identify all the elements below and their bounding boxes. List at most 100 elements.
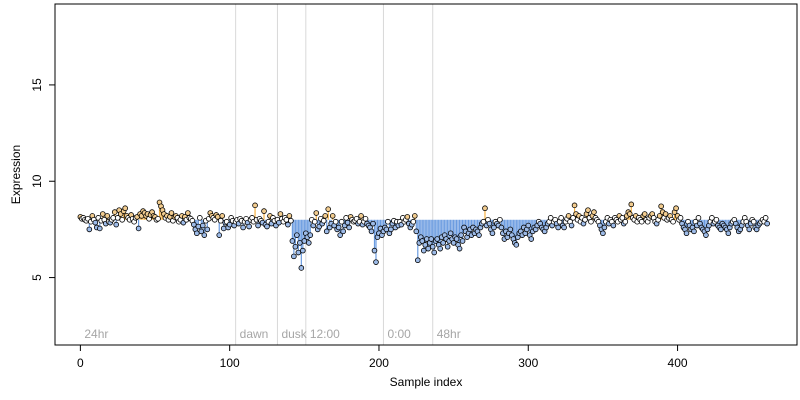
- data-point: [691, 228, 697, 235]
- data-point: [447, 230, 454, 237]
- data-point: [480, 218, 487, 225]
- data-point: [638, 218, 645, 225]
- data-point: [547, 215, 554, 221]
- data-point: [385, 218, 391, 225]
- data-point: [111, 209, 118, 215]
- data-point: [459, 238, 466, 244]
- plot-frame: [54, 3, 798, 346]
- data-point: [610, 222, 617, 229]
- data-point: [286, 213, 293, 219]
- data-point: [626, 211, 633, 217]
- data-point: [525, 222, 532, 229]
- data-point: [641, 211, 648, 217]
- y-tick-label-5: 5: [30, 274, 44, 281]
- data-point: [255, 222, 261, 229]
- data-point: [683, 230, 690, 237]
- data-point: [285, 221, 291, 228]
- data-point: [301, 238, 308, 244]
- data-point: [291, 253, 297, 260]
- x-tick-label-300: 300: [518, 356, 538, 370]
- data-point: [670, 218, 676, 225]
- data-point: [220, 225, 227, 232]
- data-point: [197, 215, 203, 221]
- data-point: [558, 215, 564, 221]
- data-point: [200, 222, 206, 229]
- data-point: [764, 220, 770, 227]
- marker-label-0: 24hr: [84, 327, 108, 341]
- data-point: [122, 205, 128, 212]
- data-point: [252, 202, 258, 209]
- data-point: [261, 208, 267, 214]
- x-tick-label-400: 400: [668, 356, 688, 370]
- x-tick-label-0: 0: [77, 356, 84, 370]
- data-point: [338, 218, 345, 225]
- data-point: [600, 230, 606, 237]
- data-point: [311, 218, 318, 225]
- data-point: [444, 243, 451, 250]
- data-point: [528, 236, 535, 242]
- data-point: [300, 247, 306, 254]
- data-point: [194, 230, 200, 237]
- data-point: [358, 213, 364, 219]
- data-point: [658, 203, 664, 210]
- x-tick-label-200: 200: [369, 356, 389, 370]
- data-point: [114, 215, 121, 221]
- data-point: [414, 257, 421, 264]
- data-point: [497, 216, 503, 223]
- data-point: [570, 215, 576, 221]
- data-point: [198, 228, 205, 235]
- y-axis: 5 10 15: [30, 78, 55, 281]
- data-point: [482, 205, 488, 212]
- data-point: [413, 228, 420, 235]
- y-axis-title: Expression: [9, 145, 23, 204]
- data-point: [86, 226, 93, 233]
- data-point: [410, 218, 417, 225]
- data-point: [695, 215, 702, 221]
- data-point: [201, 232, 208, 238]
- data-point: [217, 217, 224, 224]
- data-point: [422, 242, 429, 248]
- data-point: [362, 216, 369, 222]
- data-point: [320, 217, 327, 224]
- data-point: [591, 209, 597, 215]
- data-point: [571, 202, 578, 209]
- data-point: [489, 230, 496, 237]
- data-point: [458, 232, 464, 238]
- data-point: [246, 223, 252, 230]
- data-point: [368, 228, 375, 235]
- data-point: [288, 217, 294, 224]
- data-point: [513, 242, 520, 248]
- x-axis: 0 100 200 300 400: [77, 345, 688, 370]
- marker-labels: 24hr dawn dusk 12:00 0:00 48hr: [84, 327, 460, 341]
- marker-lines: [235, 4, 434, 345]
- data-point: [450, 240, 457, 246]
- data-point: [437, 245, 443, 252]
- data-point: [440, 240, 446, 246]
- data-point: [306, 240, 312, 246]
- data-point: [294, 232, 300, 238]
- data-point: [404, 214, 411, 220]
- data-point: [332, 218, 339, 225]
- data-point: [346, 224, 352, 231]
- data-point: [628, 201, 635, 208]
- data-point: [240, 224, 246, 231]
- data-point: [420, 247, 427, 254]
- data-point: [344, 219, 351, 226]
- data-point: [561, 224, 567, 231]
- data-point: [486, 220, 493, 227]
- data-point: [370, 220, 376, 227]
- data-point: [343, 215, 349, 221]
- data-point: [216, 232, 223, 238]
- x-axis-title: Sample index: [390, 375, 463, 389]
- marker-label-2: dusk: [281, 327, 307, 341]
- marker-label-5: 48hr: [437, 327, 461, 341]
- data-point: [419, 238, 426, 244]
- data-point: [498, 224, 505, 231]
- data-point: [96, 225, 103, 232]
- data-point: [718, 226, 724, 233]
- data-point: [588, 218, 594, 225]
- data-point: [373, 259, 379, 265]
- data-point: [568, 222, 575, 229]
- data-point: [725, 230, 732, 237]
